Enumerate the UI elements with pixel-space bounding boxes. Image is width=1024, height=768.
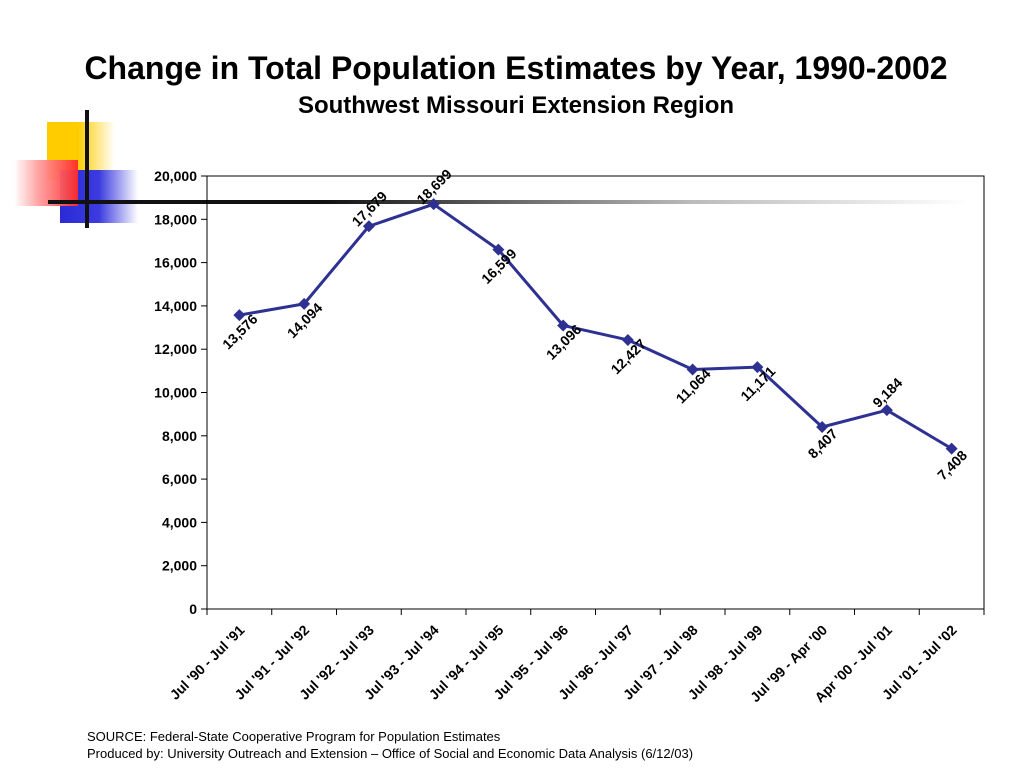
data-label: 7,408 xyxy=(934,447,970,483)
y-tick-label: 8,000 xyxy=(162,428,197,444)
data-point-marker xyxy=(298,297,311,310)
y-tick-label: 4,000 xyxy=(162,514,197,530)
data-point-marker xyxy=(945,442,958,455)
vertical-rule xyxy=(85,110,89,228)
data-point-marker xyxy=(621,333,634,346)
data-point-marker xyxy=(362,220,375,233)
y-tick-label: 0 xyxy=(189,601,197,617)
y-tick-label: 18,000 xyxy=(154,211,197,227)
series-line xyxy=(239,202,953,450)
data-point-marker xyxy=(233,309,246,322)
data-point-marker xyxy=(751,361,764,374)
y-tick-label: 6,000 xyxy=(162,471,197,487)
y-tick-label: 16,000 xyxy=(154,255,197,271)
data-point-marker xyxy=(816,420,829,433)
red-square xyxy=(14,160,78,206)
y-tick-label: 20,000 xyxy=(154,168,197,184)
data-point-marker xyxy=(880,404,893,417)
source-note: SOURCE: Federal-State Cooperative Progra… xyxy=(87,728,693,762)
y-tick-label: 14,000 xyxy=(154,298,197,314)
y-tick-label: 10,000 xyxy=(154,385,197,401)
chart-subtitle: Southwest Missouri Extension Region xyxy=(297,92,735,119)
y-tick-label: 12,000 xyxy=(154,341,197,357)
data-point-marker xyxy=(557,319,570,332)
y-tick-label: 2,000 xyxy=(162,558,197,574)
horizontal-rule xyxy=(48,200,968,204)
chart-title: Change in Total Population Estimates by … xyxy=(84,50,948,86)
plot-area-frame xyxy=(206,175,985,610)
data-point-marker xyxy=(686,363,699,376)
data-label: 8,407 xyxy=(805,425,841,461)
source-line: SOURCE: Federal-State Cooperative Progra… xyxy=(87,729,501,744)
data-point-marker xyxy=(427,198,440,211)
produced-by-line: Produced by: University Outreach and Ext… xyxy=(87,746,694,761)
data-point-marker xyxy=(492,243,505,256)
